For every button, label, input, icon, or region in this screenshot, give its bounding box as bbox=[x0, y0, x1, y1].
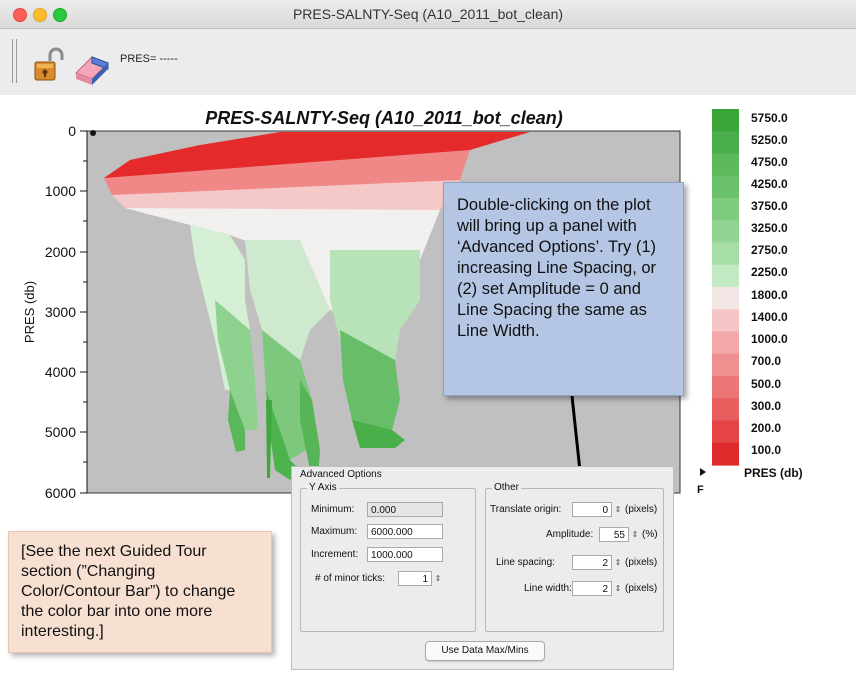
colorbar-label: 200.0 bbox=[751, 421, 781, 435]
colorbar-swatch[interactable] bbox=[712, 353, 739, 377]
colorbar-label: 1400.0 bbox=[751, 310, 788, 324]
translate-origin-stepper-icon[interactable]: ⇕ bbox=[614, 505, 622, 514]
eraser-icon[interactable] bbox=[72, 47, 110, 85]
callout-box: Double-clicking on the plot will bring u… bbox=[443, 182, 684, 396]
translate-origin-units: (pixels) bbox=[625, 504, 658, 515]
colorbar-label: 2250.0 bbox=[751, 265, 788, 279]
amplitude-stepper-icon[interactable]: ⇕ bbox=[631, 530, 639, 539]
colorbar-label: 4750.0 bbox=[751, 155, 788, 169]
colorbar-label: 100.0 bbox=[751, 443, 781, 457]
other-group-title: Other bbox=[492, 482, 522, 493]
colorbar-label: 3750.0 bbox=[751, 199, 788, 213]
colorbar-swatch[interactable] bbox=[712, 309, 739, 333]
maximum-field[interactable]: 6000.000 bbox=[367, 524, 443, 539]
colorbar-label: 1800.0 bbox=[751, 288, 788, 302]
colorbar-swatch[interactable] bbox=[712, 198, 739, 221]
use-data-max-mins-button[interactable]: Use Data Max/Mins bbox=[425, 641, 545, 661]
minor-ticks-label: # of minor ticks: bbox=[315, 573, 386, 584]
colorbar-swatch[interactable] bbox=[712, 398, 739, 422]
y-axis-label: PRES (db) bbox=[22, 281, 37, 343]
y-tick-label: 5000 bbox=[45, 424, 76, 440]
window-title: PRES-SALNTY-Seq (A10_2011_bot_clean) bbox=[292, 6, 564, 22]
translate-origin-field[interactable]: 0 bbox=[572, 502, 612, 517]
line-spacing-stepper-icon[interactable]: ⇕ bbox=[614, 558, 622, 567]
close-window-button[interactable] bbox=[13, 8, 27, 22]
colorbar-marker bbox=[700, 468, 706, 476]
colorbar-swatch[interactable] bbox=[712, 442, 739, 466]
colorbar-extra-label: F bbox=[697, 484, 704, 496]
increment-label: Increment: bbox=[311, 549, 359, 560]
translate-origin-label: Translate origin: bbox=[490, 504, 562, 515]
colorbar[interactable] bbox=[712, 109, 739, 466]
toolbar: PRES= ----- bbox=[0, 29, 856, 95]
colorbar-label: 2750.0 bbox=[751, 243, 788, 257]
line-width-field[interactable]: 2 bbox=[572, 581, 612, 596]
colorbar-swatch[interactable] bbox=[712, 287, 739, 310]
y-tick-label: 6000 bbox=[45, 485, 76, 501]
amplitude-field[interactable]: 55 bbox=[599, 527, 629, 542]
increment-field[interactable]: 1000.000 bbox=[367, 547, 443, 562]
origin-marker bbox=[90, 130, 96, 136]
colorbar-label: 5250.0 bbox=[751, 133, 788, 147]
colorbar-swatch[interactable] bbox=[712, 153, 739, 177]
colorbar-label: 500.0 bbox=[751, 377, 781, 391]
colorbar-swatch[interactable] bbox=[712, 264, 739, 288]
unlocked-padlock-icon[interactable] bbox=[30, 47, 68, 85]
tour-note: [See the next Guided Tour section (”Chan… bbox=[8, 531, 272, 653]
y-tick-label: 1000 bbox=[45, 183, 76, 199]
colorbar-label: 5750.0 bbox=[751, 111, 788, 125]
y-axis-group: Y Axis Minimum: 0.000 Maximum: 6000.000 … bbox=[300, 482, 476, 632]
line-spacing-label: Line spacing: bbox=[496, 557, 555, 568]
y-tick-label: 2000 bbox=[45, 244, 76, 260]
colorbar-label: 3250.0 bbox=[751, 221, 788, 235]
line-spacing-field[interactable]: 2 bbox=[572, 555, 612, 570]
line-width-label: Line width: bbox=[524, 583, 572, 594]
colorbar-swatch[interactable] bbox=[712, 376, 739, 399]
colorbar-swatch[interactable] bbox=[712, 220, 739, 244]
colorbar-swatch[interactable] bbox=[712, 331, 739, 355]
colorbar-swatch[interactable] bbox=[712, 420, 739, 444]
colorbar-label: 4250.0 bbox=[751, 177, 788, 191]
minimize-window-button[interactable] bbox=[33, 8, 47, 22]
toolbar-grip bbox=[12, 39, 17, 83]
line-width-stepper-icon[interactable]: ⇕ bbox=[614, 584, 622, 593]
advanced-options-panel: Advanced Options Y Axis Minimum: 0.000 M… bbox=[291, 466, 674, 670]
colorbar-swatch[interactable] bbox=[712, 109, 739, 132]
minor-ticks-stepper-icon[interactable]: ⇕ bbox=[434, 574, 442, 583]
y-tick-label: 4000 bbox=[45, 364, 76, 380]
colorbar-variable-label: PRES (db) bbox=[744, 466, 803, 480]
colorbar-swatch[interactable] bbox=[712, 242, 739, 266]
y-axis bbox=[80, 130, 96, 494]
zoom-window-button[interactable] bbox=[53, 8, 67, 22]
other-group: Other Translate origin: 0 ⇕ (pixels) Amp… bbox=[485, 482, 664, 632]
minimum-field[interactable]: 0.000 bbox=[367, 502, 443, 517]
colorbar-swatch[interactable] bbox=[712, 131, 739, 155]
pressure-readout: PRES= ----- bbox=[120, 53, 178, 65]
maximum-label: Maximum: bbox=[311, 526, 358, 537]
line-spacing-units: (pixels) bbox=[625, 557, 658, 568]
window-titlebar: PRES-SALNTY-Seq (A10_2011_bot_clean) bbox=[0, 0, 856, 29]
y-tick-label: 3000 bbox=[45, 304, 76, 320]
minor-ticks-field[interactable]: 1 bbox=[398, 571, 432, 586]
advanced-options-title: Advanced Options bbox=[300, 469, 382, 480]
minimum-label: Minimum: bbox=[311, 504, 355, 515]
plot-title: PRES-SALNTY-Seq (A10_2011_bot_clean) bbox=[205, 108, 562, 128]
colorbar-label: 1000.0 bbox=[751, 332, 788, 346]
data-profiles bbox=[104, 132, 530, 480]
y-tick-label: 0 bbox=[68, 123, 76, 139]
y-axis-group-title: Y Axis bbox=[307, 482, 339, 493]
amplitude-label: Amplitude: bbox=[546, 529, 594, 540]
colorbar-label: 700.0 bbox=[751, 354, 781, 368]
line-width-units: (pixels) bbox=[625, 583, 658, 594]
amplitude-units: (%) bbox=[642, 529, 658, 540]
colorbar-label: 300.0 bbox=[751, 399, 781, 413]
colorbar-swatch[interactable] bbox=[712, 175, 739, 199]
